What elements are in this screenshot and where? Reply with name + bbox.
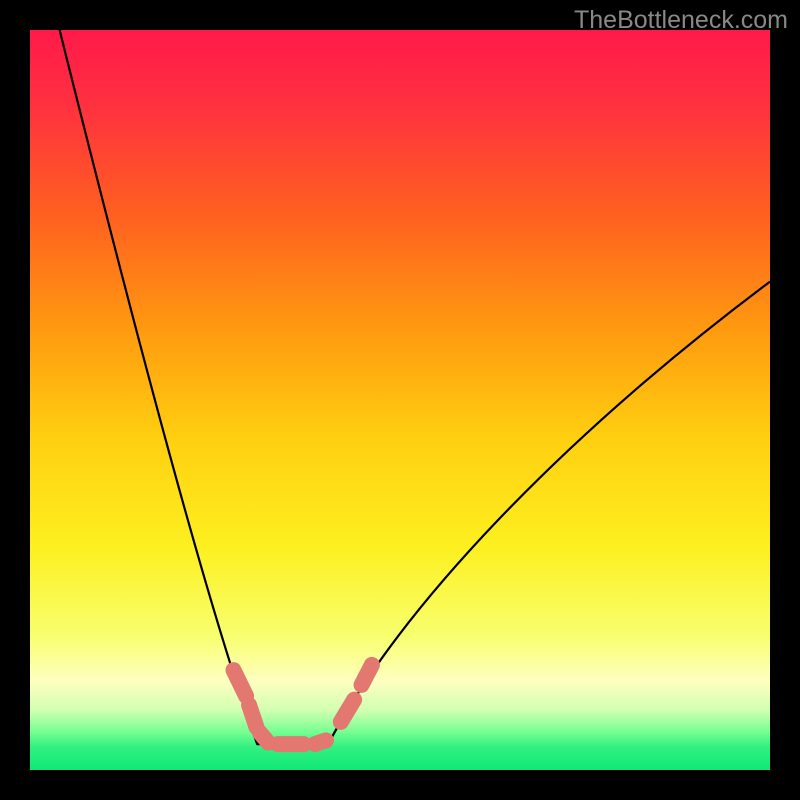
- chart-frame: TheBottleneck.com: [0, 0, 800, 800]
- dash-segment: [341, 700, 354, 722]
- plot-area: [30, 30, 770, 770]
- gradient-background: [30, 30, 770, 770]
- dash-segment: [362, 665, 372, 685]
- dash-segment: [315, 740, 326, 744]
- watermark-text: TheBottleneck.com: [574, 6, 788, 35]
- dash-segment: [260, 733, 268, 743]
- dash-segment: [234, 670, 247, 696]
- chart-svg: [30, 30, 770, 770]
- dash-segment: [249, 705, 256, 727]
